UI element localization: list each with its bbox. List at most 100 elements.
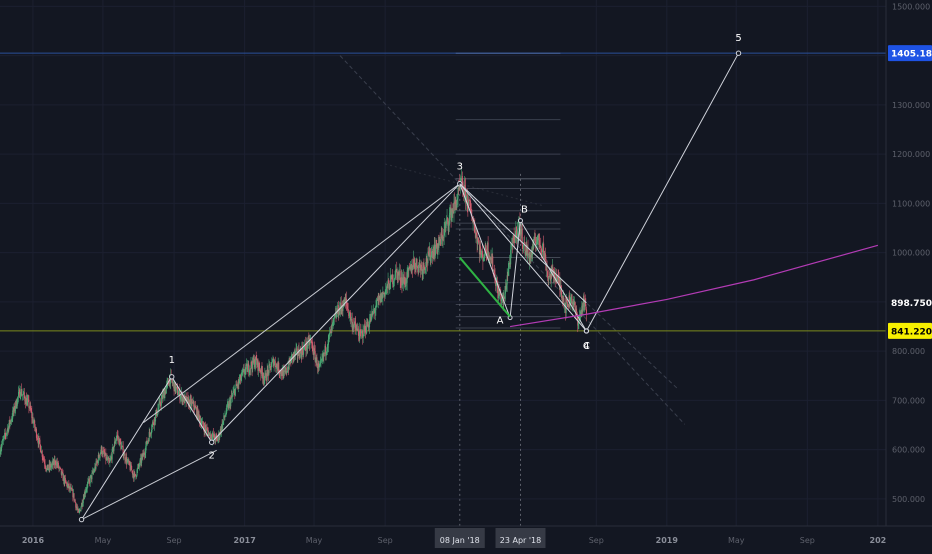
candle-body <box>233 390 235 393</box>
candle-body <box>230 399 232 407</box>
candle-body <box>42 456 44 458</box>
channel-line <box>143 183 461 423</box>
candle-body <box>489 256 491 261</box>
candle-body <box>357 328 359 332</box>
candle-body <box>515 227 517 235</box>
candle-body <box>151 430 153 434</box>
candle-body <box>139 460 141 466</box>
candle-body <box>572 302 574 304</box>
candle-body <box>363 325 365 337</box>
candle-body <box>456 200 458 209</box>
candle-body <box>333 317 335 319</box>
y-tick-label: 1200.000 <box>892 150 930 159</box>
candle-body <box>500 298 502 302</box>
candle-body <box>331 325 333 327</box>
candle-body <box>70 487 72 489</box>
candle-body <box>454 201 456 204</box>
candle-body <box>401 277 403 286</box>
candle-body <box>567 304 569 307</box>
candle-body <box>106 457 108 460</box>
candle-body <box>45 468 47 471</box>
candle-body <box>174 382 176 392</box>
candle-body <box>555 274 557 283</box>
y-tick-label: 800.000 <box>892 347 925 356</box>
candle-body <box>281 373 283 376</box>
candle-body <box>221 424 223 429</box>
wave-label-1: 1 <box>169 355 175 366</box>
candle-body <box>393 278 395 280</box>
candle-body <box>178 392 180 395</box>
candle-body <box>573 302 575 304</box>
candle-body <box>323 352 325 354</box>
candle-body <box>314 351 316 362</box>
candle-body <box>135 475 137 478</box>
candle-body <box>328 334 330 336</box>
candle-body <box>492 270 494 272</box>
candle-body <box>303 347 305 355</box>
candle-body <box>318 363 320 367</box>
x-axis: 2016 May Sep 2017 May Sep Sep 2019 May Sep 202 08 J… <box>0 525 932 548</box>
candle-body <box>435 239 437 249</box>
candle-body <box>141 457 143 463</box>
candle-body <box>381 293 383 298</box>
candle-body <box>373 310 375 312</box>
candle-body <box>101 446 103 455</box>
candle-body <box>82 498 84 504</box>
candle-body <box>159 400 161 403</box>
candle-body <box>530 254 532 258</box>
candle-body <box>557 275 559 281</box>
candle-body <box>219 428 221 435</box>
wave-label-C: C <box>583 341 590 352</box>
candle-body <box>269 363 271 365</box>
candle-body <box>382 293 384 294</box>
candle-body <box>127 459 129 461</box>
candle-body <box>129 461 131 466</box>
candle-body <box>201 421 203 424</box>
candle-body <box>242 369 244 371</box>
candle-body <box>404 278 406 288</box>
candle-body <box>23 392 25 395</box>
candle-body <box>75 506 77 508</box>
candle-body <box>392 282 394 285</box>
candle-body <box>505 285 507 290</box>
candle-body <box>310 339 312 342</box>
candle-body <box>16 398 18 406</box>
candle-body <box>502 295 504 296</box>
x-tick-label: 2019 <box>656 536 679 545</box>
candle-body <box>175 386 177 388</box>
candle-body <box>522 245 524 247</box>
candle-body <box>37 440 39 444</box>
candle-body <box>298 349 300 357</box>
candle-body <box>413 259 415 264</box>
x-tick-label: 202 <box>870 536 887 545</box>
candle-body <box>230 395 232 400</box>
candle-body <box>204 425 206 432</box>
candle-body <box>14 408 16 412</box>
candle-body <box>208 433 210 436</box>
candle-body <box>546 268 548 272</box>
candle-body <box>311 341 313 344</box>
candle-body <box>132 473 134 475</box>
candle-body <box>359 329 361 333</box>
candle-body <box>522 246 524 247</box>
candle-body <box>150 433 152 435</box>
wave-label-B: B <box>521 205 528 216</box>
candle-body <box>309 340 311 345</box>
candle-body <box>299 356 301 359</box>
candle-body <box>543 252 545 259</box>
candle-body <box>482 254 484 262</box>
candle-body <box>308 338 310 339</box>
candle-body <box>238 380 240 383</box>
candle-body <box>63 476 65 481</box>
candle-body <box>69 486 71 490</box>
candle-body <box>77 509 79 510</box>
candle-body <box>131 470 133 471</box>
candle-body <box>553 271 555 277</box>
candle-body <box>221 424 222 433</box>
candle-body <box>564 303 566 305</box>
candle-body <box>461 178 463 181</box>
candle-body <box>521 228 523 246</box>
candle-body <box>471 220 473 222</box>
